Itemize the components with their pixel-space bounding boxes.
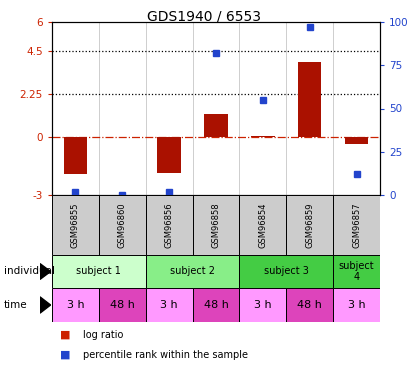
Bar [239,195,286,255]
Text: 48 h: 48 h [297,300,322,310]
Text: 3 h: 3 h [348,300,366,310]
Text: subject 1: subject 1 [76,267,121,276]
Text: ■: ■ [60,350,71,360]
Text: 3 h: 3 h [254,300,272,310]
Bar [64,137,87,174]
Polygon shape [40,297,51,313]
Text: ■: ■ [60,330,71,339]
Text: GSM96855: GSM96855 [71,202,80,248]
Text: subject 2: subject 2 [170,267,215,276]
Bar [146,288,193,322]
Bar [333,288,380,322]
Text: subject
4: subject 4 [339,261,375,282]
Bar [239,288,286,322]
Bar [333,255,380,288]
Bar [251,136,275,137]
Text: 48 h: 48 h [110,300,135,310]
Bar [146,255,239,288]
Bar [298,62,322,137]
Bar [52,195,99,255]
Bar [333,195,380,255]
Bar [99,288,146,322]
Bar [286,195,333,255]
Text: GSM96854: GSM96854 [258,202,267,248]
Text: time: time [4,300,28,310]
Bar [239,255,333,288]
Bar [204,114,228,137]
Bar [52,288,99,322]
Text: individual: individual [4,267,55,276]
Bar [345,137,368,144]
Text: GSM96858: GSM96858 [211,202,220,248]
Text: log ratio: log ratio [82,330,123,339]
Text: 3 h: 3 h [67,300,84,310]
Text: GSM96857: GSM96857 [352,202,361,248]
Text: 48 h: 48 h [204,300,228,310]
Bar [99,195,146,255]
Text: GSM96856: GSM96856 [165,202,174,248]
Bar [52,255,146,288]
Bar [286,288,333,322]
Text: 3 h: 3 h [160,300,178,310]
Bar [157,137,181,173]
Bar [146,195,193,255]
Polygon shape [40,264,51,279]
Text: GDS1940 / 6553: GDS1940 / 6553 [147,9,261,23]
Text: percentile rank within the sample: percentile rank within the sample [82,350,248,360]
Bar [193,195,239,255]
Text: GSM96859: GSM96859 [305,202,314,248]
Text: subject 3: subject 3 [264,267,309,276]
Bar [193,288,239,322]
Text: GSM96860: GSM96860 [118,202,127,248]
